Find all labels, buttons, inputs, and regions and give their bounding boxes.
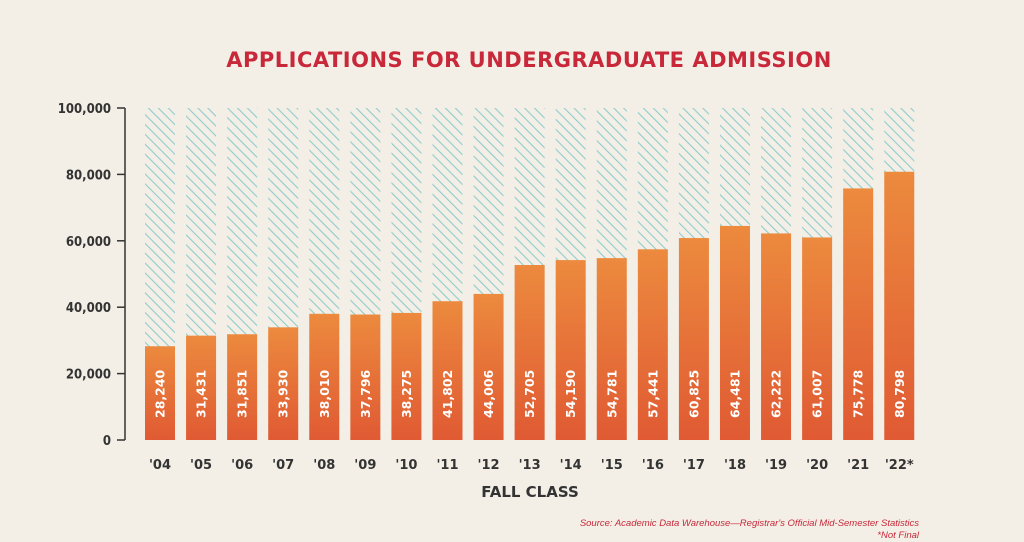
bar	[350, 314, 381, 440]
bar-value-label: 54,781	[604, 370, 619, 418]
bar-value-label: 75,778	[851, 370, 866, 418]
bar	[596, 258, 627, 440]
bar	[268, 327, 299, 440]
bar	[555, 260, 586, 440]
bar	[514, 265, 545, 440]
bar-value-label: 41,802	[440, 370, 455, 418]
bar	[309, 313, 340, 440]
bar	[227, 334, 258, 440]
x-tick-label: '08	[313, 458, 335, 473]
bar-value-label: 31,431	[194, 370, 209, 418]
y-tick-label: 0	[103, 434, 111, 449]
y-tick-label: 100,000	[58, 102, 111, 117]
x-tick-label: '14	[560, 458, 582, 473]
x-tick-label: '20	[806, 458, 828, 473]
bar	[884, 171, 915, 440]
y-tick-label: 60,000	[66, 235, 111, 250]
bar	[802, 237, 833, 440]
y-tick-label: 40,000	[66, 301, 111, 316]
x-tick-label: '06	[231, 458, 253, 473]
bar	[719, 225, 750, 440]
x-tick-label: '12	[478, 458, 500, 473]
x-tick-label: '17	[683, 458, 705, 473]
bar-value-label: 28,240	[153, 369, 168, 418]
bar-value-label: 33,930	[276, 369, 291, 418]
y-tick-label: 80,000	[66, 168, 111, 183]
bar-value-label: 57,441	[645, 370, 660, 418]
bar-value-label: 60,825	[686, 370, 701, 418]
x-tick-label: '16	[642, 458, 664, 473]
chart-title: APPLICATIONS FOR UNDERGRADUATE ADMISSION	[226, 48, 832, 72]
x-tick-label: '11	[436, 458, 458, 473]
x-tick-label: '10	[395, 458, 417, 473]
source-note: Source: Academic Data Warehouse—Registra…	[580, 518, 919, 542]
source-line: Source: Academic Data Warehouse—Registra…	[579, 518, 919, 529]
bar	[473, 293, 504, 440]
bar-value-label: 52,705	[522, 370, 537, 418]
bar-value-label: 54,190	[563, 369, 578, 418]
bar	[761, 233, 792, 440]
x-tick-label: '22*	[885, 458, 914, 473]
x-tick-label: '19	[765, 458, 787, 473]
bar	[391, 312, 422, 440]
x-tick-label: '18	[724, 458, 746, 473]
x-tick-label: '09	[354, 458, 376, 473]
x-axis-label: FALL CLASS	[481, 483, 579, 501]
bar-value-label: 61,007	[810, 370, 825, 418]
bar-value-label: 38,010	[317, 369, 332, 418]
bar	[843, 188, 874, 440]
bar-value-label: 80,798	[892, 370, 907, 418]
bar-value-label: 37,796	[358, 369, 373, 418]
x-tick-label: '04	[149, 458, 171, 473]
bar	[186, 335, 217, 440]
x-tick-label: '15	[601, 458, 623, 473]
x-tick-label: '05	[190, 458, 212, 473]
bar-value-label: 62,222	[769, 370, 784, 418]
bar-value-label: 31,851	[235, 370, 250, 418]
x-tick-label: '07	[272, 458, 294, 473]
y-tick-label: 20,000	[66, 368, 111, 383]
bar-value-label: 38,275	[399, 370, 414, 418]
bar-value-label: 64,481	[727, 370, 742, 418]
x-tick-label: '21	[847, 458, 869, 473]
bar	[432, 301, 463, 440]
x-tick-label: '13	[519, 458, 541, 473]
bar	[145, 346, 175, 440]
bar	[637, 249, 668, 440]
not-final-note: *Not Final	[877, 530, 919, 541]
bar	[678, 238, 709, 440]
bar-value-label: 44,006	[481, 369, 496, 418]
